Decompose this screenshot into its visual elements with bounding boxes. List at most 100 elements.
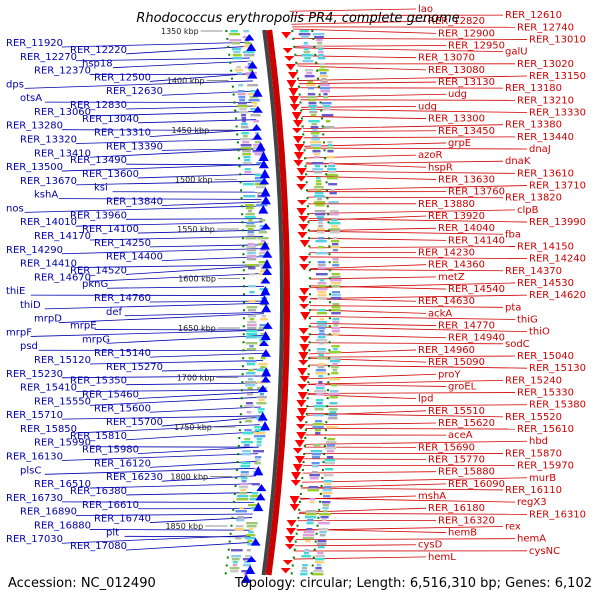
- right-label-line: [309, 322, 437, 326]
- feature-bar: [244, 171, 252, 174]
- feature-bar: [320, 516, 329, 519]
- feature-bar: [249, 528, 254, 531]
- forward-gene-arrow: [292, 128, 303, 134]
- left-gene-label: def: [106, 307, 123, 318]
- feature-bar: [319, 87, 330, 90]
- right-gene-label: murB: [529, 473, 556, 484]
- left-gene-label: RER_11920: [6, 38, 63, 49]
- feature-bar: [234, 528, 244, 531]
- feature-bar: [244, 429, 252, 432]
- feature-bar: [316, 324, 327, 327]
- left-label-line: [61, 501, 255, 503]
- feature-bar: [307, 93, 316, 96]
- reverse-gene-arrow: [244, 34, 255, 41]
- feature-bar: [317, 282, 327, 285]
- feature-bar: [317, 297, 327, 300]
- reverse-gene-arrow: [241, 574, 252, 583]
- forward-gene-arrow: [298, 256, 309, 263]
- reverse-gene-arrow: [251, 124, 262, 131]
- feature-bar: [254, 462, 261, 465]
- left-gene-label: psd: [20, 341, 38, 352]
- feature-bar: [316, 543, 327, 546]
- right-label-line: [309, 342, 504, 345]
- feature-bar: [239, 507, 244, 510]
- feature-bar: [326, 444, 335, 447]
- left-label-line: [75, 57, 250, 62]
- feature-bar: [326, 174, 339, 177]
- feature-bar: [245, 342, 258, 345]
- feature-bar: [324, 462, 335, 465]
- feature-bar: [246, 222, 255, 225]
- feature-bar: [330, 282, 342, 285]
- forward-gene-arrow: [281, 32, 292, 39]
- left-label-line: [125, 265, 264, 275]
- feature-bar: [319, 84, 330, 87]
- left-gene-label: RER_15700: [106, 417, 163, 428]
- feature-bar: [247, 84, 259, 87]
- feature-bar: [315, 384, 326, 387]
- feature-bar: [331, 225, 339, 228]
- feature-bar: [259, 324, 269, 327]
- feature-bar: [304, 75, 315, 78]
- feature-bar: [316, 231, 325, 234]
- forward-gene-arrow: [299, 264, 310, 271]
- left-gene-label: RER_15980: [82, 445, 139, 456]
- feature-bar: [258, 261, 269, 264]
- left-label-line: [106, 335, 264, 344]
- feature-bar: [317, 291, 327, 294]
- right-gene-label: lao: [418, 4, 433, 15]
- reverse-gene-arrow: [255, 493, 266, 501]
- feature-bar: [231, 42, 241, 45]
- right-gene-label: hspR: [428, 162, 453, 173]
- left-label-line: [58, 198, 262, 200]
- forward-gene-arrow: [299, 336, 310, 343]
- feature-bar: [330, 297, 342, 300]
- right-label-line: [309, 298, 417, 302]
- left-gene-label: RER_17080: [70, 541, 127, 552]
- feature-bar: [242, 141, 250, 144]
- left-label-line: [75, 424, 260, 434]
- left-gene-label: nos: [6, 203, 24, 214]
- feature-bar: [332, 369, 338, 372]
- feature-bar: [259, 201, 264, 204]
- left-gene-label: dps: [6, 79, 24, 90]
- right-label-line: [295, 538, 516, 541]
- left-gene-label: RER_17030: [6, 534, 63, 545]
- feature-bar: [241, 117, 247, 120]
- feature-bar: [331, 306, 341, 309]
- feature-bar: [239, 486, 249, 489]
- left-gene-label: RER_14010: [20, 217, 77, 228]
- right-label-line: [309, 334, 447, 339]
- left-label-line: [137, 391, 262, 399]
- feature-bar: [325, 447, 337, 450]
- feature-bar: [232, 48, 241, 51]
- forward-gene-arrow: [280, 568, 291, 574]
- feature-bar: [258, 363, 268, 366]
- kbp-marker: 1450 kbp: [171, 126, 209, 135]
- feature-bar: [254, 141, 261, 144]
- feature-bar: [317, 42, 323, 45]
- feature-bar: [307, 81, 314, 84]
- right-gene-label: hbd: [529, 436, 548, 447]
- right-gene-label: hemL: [428, 552, 456, 563]
- left-gene-label: RER_15460: [82, 389, 139, 400]
- reverse-gene-arrow: [260, 187, 271, 197]
- right-gene-label: RER_16310: [529, 509, 586, 520]
- feature-bar: [318, 363, 324, 366]
- feature-bar: [328, 183, 338, 186]
- forward-gene-arrow: [296, 208, 307, 216]
- feature-bar: [327, 417, 338, 420]
- feature-bar: [304, 549, 310, 552]
- feature-bar: [327, 438, 336, 441]
- left-gene-label: RER_16380: [70, 486, 127, 497]
- forward-gene-arrow: [297, 408, 308, 417]
- feature-bar: [313, 423, 324, 426]
- feature-bar: [259, 393, 264, 396]
- right-gene-label: RER_15240: [505, 375, 562, 386]
- feature-bar: [245, 213, 255, 216]
- feature-bar: [318, 327, 326, 330]
- left-label-line: [125, 218, 263, 220]
- feature-bar: [254, 153, 264, 156]
- right-gene-label: RER_14150: [517, 241, 574, 252]
- feature-bar: [243, 405, 255, 408]
